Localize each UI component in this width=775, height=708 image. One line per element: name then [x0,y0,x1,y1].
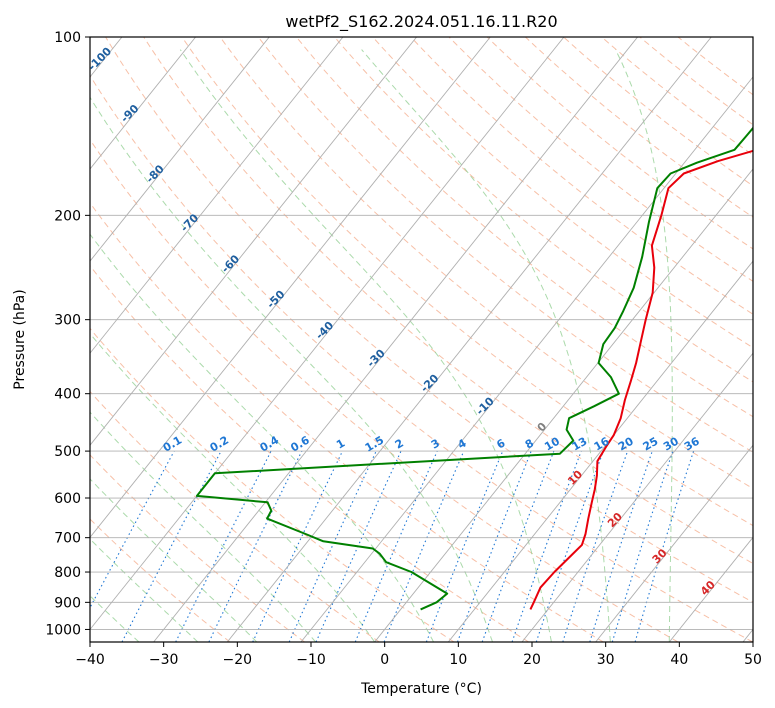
dry-adiabat [448,37,753,282]
moist-adiabat [90,233,435,642]
mixing-ratio-line [252,450,343,642]
dewpoint-line [195,126,753,611]
moist-adiabat [615,49,673,642]
dry-adiabat [90,202,604,642]
isotherm [447,260,753,642]
isotherm [226,37,712,642]
y-tick-label: 1000 [45,622,81,638]
mixing-ratio-line [589,450,653,642]
isotherm [90,37,344,354]
isotherm [90,37,417,447]
x-tick-label: −10 [296,652,326,668]
plot-frame [89,36,754,643]
y-tick-label: 400 [54,387,81,403]
x-tick-label: 0 [380,652,389,668]
x-tick-label: 10 [449,652,467,668]
dry-adiabat [90,74,753,642]
moist-adiabat [90,538,199,642]
x-tick-label: 50 [744,652,762,668]
y-tick-label: 900 [54,595,81,611]
dry-adiabat [410,37,753,315]
mixing-ratio-line [611,450,674,642]
moist-adiabat [90,96,493,642]
x-tick-label: −20 [223,652,253,668]
x-axis-label: Temperature (°C) [360,681,482,697]
dry-adiabat [296,37,753,418]
x-tick-label: −40 [75,652,105,668]
isotherm [90,37,270,262]
isotherm [90,37,565,631]
profile-lines [195,126,753,611]
isotherm [374,168,753,642]
y-tick-label: 300 [54,313,81,329]
x-tick-label: 40 [670,652,688,668]
isotherm [668,536,753,642]
y-tick-label: 700 [54,531,81,547]
moist-adiabat [90,478,258,642]
moist-adiabat [179,49,552,642]
dry-adiabat [181,37,753,527]
temperature-line [529,149,753,610]
moist-adiabat [90,595,140,642]
dry-adiabat [601,37,753,156]
y-tick-label: 200 [54,208,81,224]
isotherm [90,37,491,539]
dry-adiabat [219,37,753,490]
y-tick-label: 600 [54,491,81,507]
mixing-ratio-line [562,450,629,642]
isotherm [153,37,638,642]
dry-adiabat [90,138,679,642]
y-tick-label: 100 [54,30,81,46]
chart-title: wetPf2_S162.2024.051.16.11.R20 [285,12,557,32]
dry-adiabat [372,37,753,349]
mixing-ratio-line [425,450,504,642]
x-tick-label: 30 [597,652,615,668]
mixing-ratio-line [456,450,532,642]
plot-background [90,37,753,642]
isotherm [90,37,196,170]
axis-ticks: −40 −30 −20 −10 0 10 20 30 40 50 100 200 300 400 500 60… [45,30,762,668]
mixing-ratio-line [288,450,377,642]
dry-adiabat [90,264,529,642]
x-tick-label: 20 [523,652,541,668]
isotherm [595,444,753,642]
moist-adiabat [90,332,376,642]
dry-adiabat [90,454,305,642]
dry-adiabat [143,37,753,565]
dry-adiabat [90,327,455,642]
y-tick-label: 500 [54,444,81,460]
y-tick-label: 800 [54,565,81,581]
y-axis-label: Pressure (hPa) [12,289,28,389]
isotherm [521,352,753,642]
x-tick-label: −30 [149,652,179,668]
mixing-ratio-line [90,450,175,609]
isotherm [300,76,753,642]
mixing-ratio-line [208,450,303,642]
